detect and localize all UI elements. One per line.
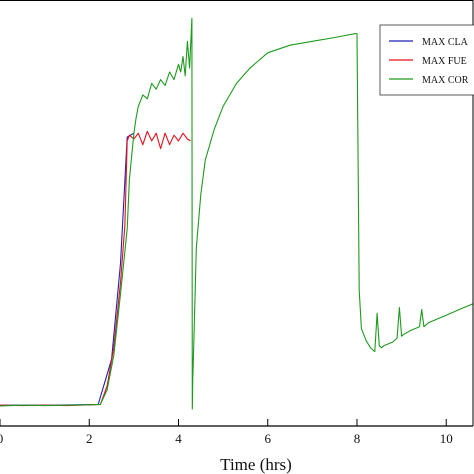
x-tick-label: 10 bbox=[440, 431, 453, 446]
x-tick-layer: 0 2 4 6 8 10 bbox=[0, 419, 453, 446]
legend-label-3: MAX COR bbox=[422, 75, 469, 86]
legend-label-1: MAX CLA bbox=[422, 37, 469, 48]
x-axis-title: Time (hrs) bbox=[220, 455, 292, 474]
legend: MAX CLA MAX FUE MAX COR bbox=[379, 24, 474, 96]
x-tick-label: 2 bbox=[86, 431, 93, 446]
legend-entries: MAX CLA MAX FUE MAX COR bbox=[389, 37, 469, 86]
x-tick-label: 4 bbox=[175, 431, 182, 446]
x-tick-label: 8 bbox=[354, 431, 361, 446]
legend-label-2: MAX FUE bbox=[422, 56, 467, 67]
x-tick-label: 0 bbox=[0, 431, 3, 446]
x-tick-label: 6 bbox=[264, 431, 271, 446]
series-layer bbox=[0, 17, 474, 410]
series-line-3 bbox=[0, 17, 474, 410]
